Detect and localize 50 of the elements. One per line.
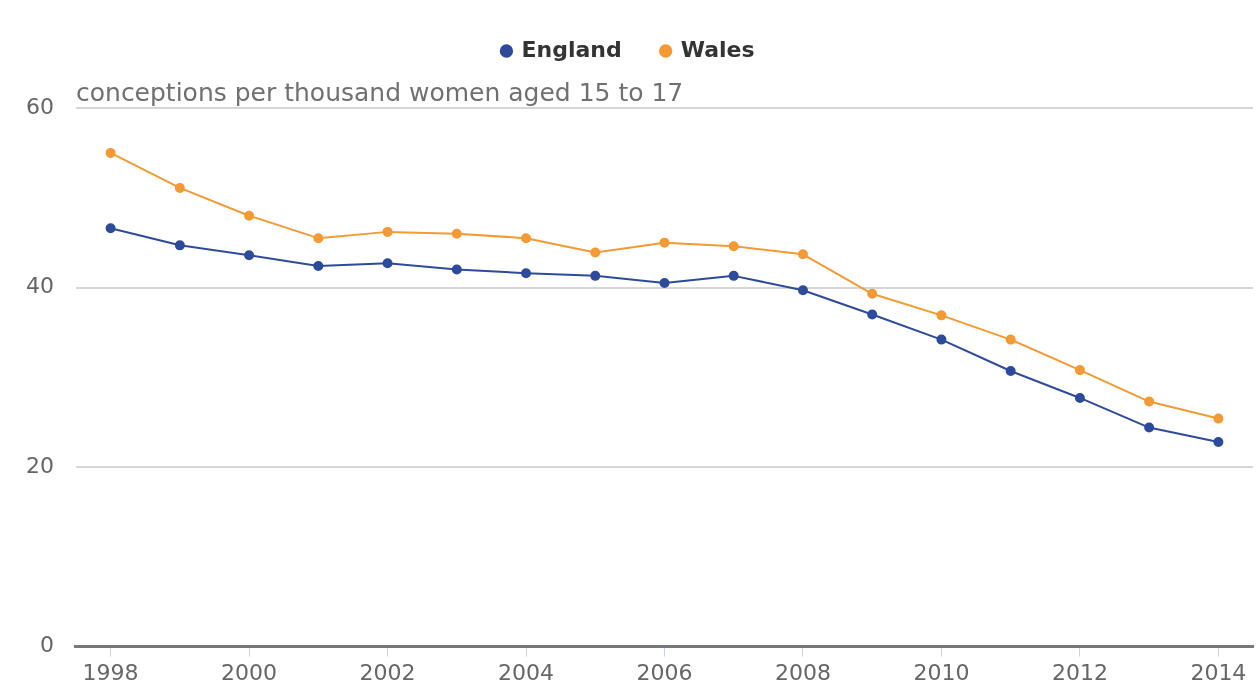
point xyxy=(313,233,324,244)
point xyxy=(105,147,116,158)
point xyxy=(313,260,324,271)
point xyxy=(1074,365,1085,376)
x-tick-label: 2002 xyxy=(359,659,416,685)
point xyxy=(659,278,670,289)
y-axis-title: conceptions per thousand women aged 15 to 17 xyxy=(75,78,684,107)
point xyxy=(105,223,116,234)
point xyxy=(797,285,808,296)
point xyxy=(521,268,532,279)
point xyxy=(867,309,878,320)
x-tick-label: 2000 xyxy=(221,659,278,685)
legend-label: Wales xyxy=(680,36,755,62)
point xyxy=(1213,436,1224,447)
point xyxy=(936,310,947,321)
point xyxy=(382,226,393,237)
x-tick-label: 2006 xyxy=(636,659,693,685)
y-tick-label: 0 xyxy=(39,632,54,658)
point xyxy=(1005,366,1016,377)
point xyxy=(382,258,393,269)
point xyxy=(728,241,739,252)
point xyxy=(174,240,185,251)
point xyxy=(521,233,532,244)
point xyxy=(1144,422,1155,433)
x-tick-label: 1998 xyxy=(82,659,139,685)
point xyxy=(244,250,255,261)
y-tick-label: 40 xyxy=(25,273,54,299)
point xyxy=(659,237,670,248)
point xyxy=(1213,413,1224,424)
legend-label: England xyxy=(521,36,622,62)
x-tick-label: 2010 xyxy=(913,659,970,685)
x-tick-label: 2004 xyxy=(498,659,555,685)
point xyxy=(174,182,185,193)
point xyxy=(936,334,947,345)
y-tick-label: 20 xyxy=(25,452,54,478)
point xyxy=(244,210,255,221)
x-tick-label: 2014 xyxy=(1190,659,1247,685)
point xyxy=(728,270,739,281)
point xyxy=(797,249,808,260)
point xyxy=(1144,396,1155,407)
point xyxy=(451,228,462,239)
y-tick-label: 60 xyxy=(25,93,54,119)
x-tick-label: 2012 xyxy=(1051,659,1108,685)
point xyxy=(590,270,601,281)
point xyxy=(1074,392,1085,403)
x-tick-label: 2008 xyxy=(774,659,831,685)
point xyxy=(590,247,601,258)
point xyxy=(867,288,878,299)
point xyxy=(451,264,462,275)
point xyxy=(1005,334,1016,345)
